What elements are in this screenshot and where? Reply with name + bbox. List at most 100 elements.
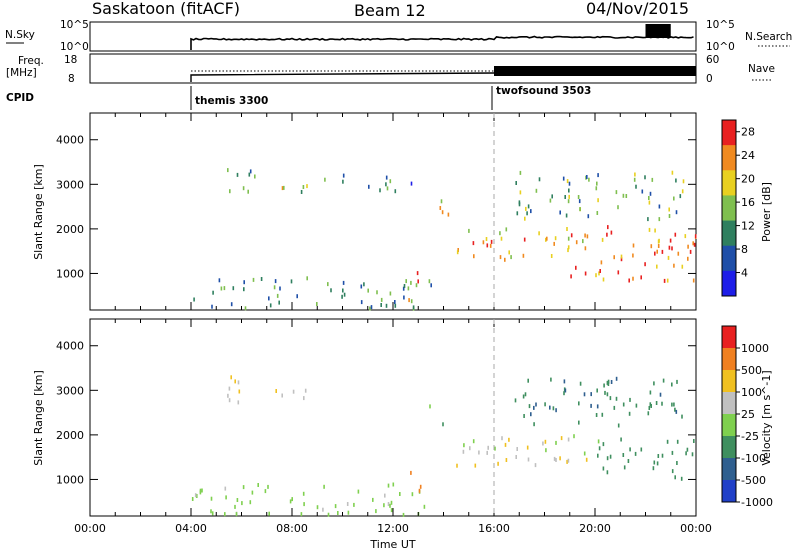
scatter-cell <box>604 390 606 395</box>
scatter-cell <box>610 380 613 384</box>
scatter-cell <box>579 381 582 386</box>
scatter-cell <box>674 407 676 412</box>
scatter-cell <box>641 189 644 194</box>
scatter-cell <box>390 500 393 505</box>
scatter-cell <box>249 169 252 174</box>
scatter-cell <box>230 302 233 307</box>
scatter-cell <box>218 278 221 283</box>
scatter-cell <box>554 236 557 241</box>
scatter-cell <box>276 293 279 298</box>
scatter-cell <box>694 234 697 239</box>
scatter-cell <box>196 494 198 498</box>
scatter-cell <box>649 191 652 196</box>
nsky-tick-high: 10^5 <box>60 19 89 31</box>
scatter-cell <box>447 212 450 217</box>
freq-tick-high: 18 <box>64 54 77 66</box>
scatter-cell <box>692 278 695 283</box>
scatter-cell <box>383 503 385 508</box>
scatter-cell <box>567 248 569 253</box>
scatter-cell <box>606 392 609 397</box>
scatter-cell <box>289 499 292 504</box>
colorbar-tick-label: 8 <box>741 243 748 256</box>
scatter-cell <box>323 484 325 489</box>
velocity-ylabel: Slant Range [km] <box>32 370 45 466</box>
scatter-cell <box>568 188 570 193</box>
scatter-cell <box>609 454 612 459</box>
scatter-cell <box>387 502 390 506</box>
scatter-cell <box>617 205 619 210</box>
scatter-cell <box>632 276 634 281</box>
scatter-cell <box>597 198 599 203</box>
scatter-cell <box>675 210 678 215</box>
scatter-cell <box>227 393 229 398</box>
colorbar-tick-label: -500 <box>741 474 766 487</box>
scatter-cell <box>407 286 410 291</box>
scatter-cell <box>667 255 670 260</box>
scatter-cell <box>316 505 319 510</box>
scatter-cell <box>235 512 238 517</box>
scatter-cell <box>653 381 655 386</box>
scatter-cell <box>242 186 245 191</box>
scatter-cell <box>268 511 270 516</box>
scatter-cell <box>304 388 307 393</box>
scatter-cell <box>640 447 643 452</box>
scatter-cell <box>456 250 459 255</box>
scatter-cell <box>342 179 344 184</box>
scatter-cell <box>582 239 584 244</box>
scatter-cell <box>650 244 653 249</box>
scatter-cell <box>472 439 475 444</box>
scatter-cell <box>199 490 202 495</box>
scatter-cell <box>629 397 631 402</box>
scatter-cell <box>236 172 239 177</box>
scatter-cell <box>193 297 195 302</box>
scatter-cell <box>682 179 685 184</box>
scatter-cell <box>568 181 571 186</box>
scatter-cell <box>486 450 488 455</box>
scatter-cell <box>194 493 197 498</box>
scatter-cell <box>584 233 586 238</box>
scatter-cell <box>360 284 363 289</box>
scatter-cell <box>410 299 413 304</box>
scatter-cell <box>399 492 401 496</box>
power-cbar-label: Power [dB] <box>760 182 773 242</box>
scatter-cell <box>244 306 247 311</box>
scatter-cell <box>523 414 525 418</box>
scatter-cell <box>281 186 284 191</box>
scatter-cell <box>353 502 355 507</box>
scatter-cell <box>661 453 664 458</box>
scatter-cell <box>578 199 581 204</box>
scatter-cell <box>550 254 553 258</box>
scatter-cell <box>673 402 675 407</box>
scatter-cell <box>623 465 626 470</box>
scatter-cell <box>346 502 349 506</box>
scatter-cell <box>566 179 569 184</box>
scatter-cell <box>655 401 658 405</box>
freq-unit-label: [MHz] <box>6 67 37 79</box>
x-tick-label: 00:00 <box>74 522 106 535</box>
cpid-segment-2: twofsound 3503 <box>496 85 591 97</box>
scatter-cell <box>342 288 344 293</box>
scatter-cell <box>385 303 388 308</box>
cpid-label: CPID <box>6 92 34 104</box>
scatter-cell <box>666 439 669 444</box>
power-scatter <box>193 168 697 311</box>
scatter-cell <box>342 173 345 178</box>
scatter-cell <box>681 264 684 269</box>
scatter-cell <box>671 469 674 474</box>
scatter-cell <box>343 292 346 297</box>
colorbar-swatch <box>722 414 736 437</box>
scatter-cell <box>545 237 547 242</box>
scatter-cell <box>563 391 565 396</box>
colorbar-tick-label: -100 <box>741 452 766 465</box>
scatter-cell <box>680 476 683 481</box>
scatter-cell <box>522 253 525 258</box>
scatter-cell <box>622 402 625 407</box>
scatter-cell <box>302 491 305 496</box>
scatter-cell <box>229 189 231 194</box>
scatter-cell <box>620 257 623 262</box>
scatter-cell <box>372 497 374 502</box>
scatter-cell <box>494 446 496 451</box>
scatter-cell <box>342 280 345 285</box>
scatter-cell <box>632 243 635 248</box>
